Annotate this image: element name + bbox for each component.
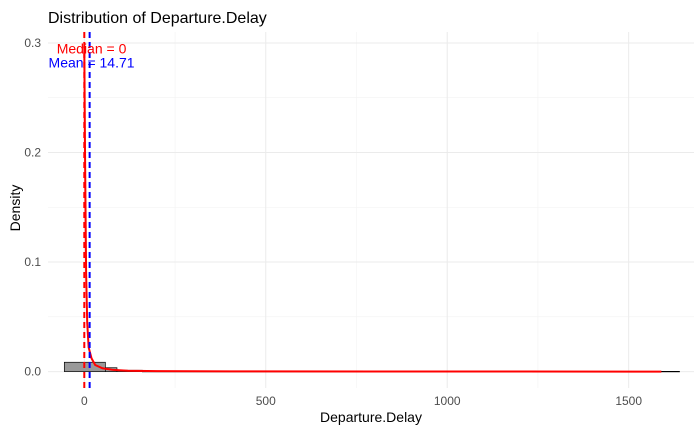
grid bbox=[48, 32, 694, 388]
median-annotation: Median = 0 bbox=[57, 40, 127, 56]
y-tick-label: 0.2 bbox=[24, 145, 41, 159]
x-tick-label: 1500 bbox=[615, 394, 642, 408]
x-axis-label: Departure.Delay bbox=[320, 409, 422, 425]
x-axis-ticks: 0 500 1000 1500 bbox=[81, 394, 642, 408]
density-curve bbox=[83, 46, 662, 373]
y-tick-label: 0.0 bbox=[24, 365, 41, 379]
chart-title: Distribution of Departure.Delay bbox=[48, 10, 267, 27]
x-tick-label: 1000 bbox=[434, 394, 461, 408]
y-axis-label: Density bbox=[7, 185, 23, 232]
x-tick-label: 0 bbox=[81, 394, 88, 408]
y-tick-label: 0.1 bbox=[24, 255, 41, 269]
mean-annotation: Mean = 14.71 bbox=[49, 55, 135, 71]
y-axis-ticks: 0.0 0.1 0.2 0.3 bbox=[24, 36, 41, 379]
y-tick-label: 0.3 bbox=[24, 36, 41, 50]
density-curve-line bbox=[83, 46, 662, 373]
x-tick-label: 500 bbox=[256, 394, 276, 408]
